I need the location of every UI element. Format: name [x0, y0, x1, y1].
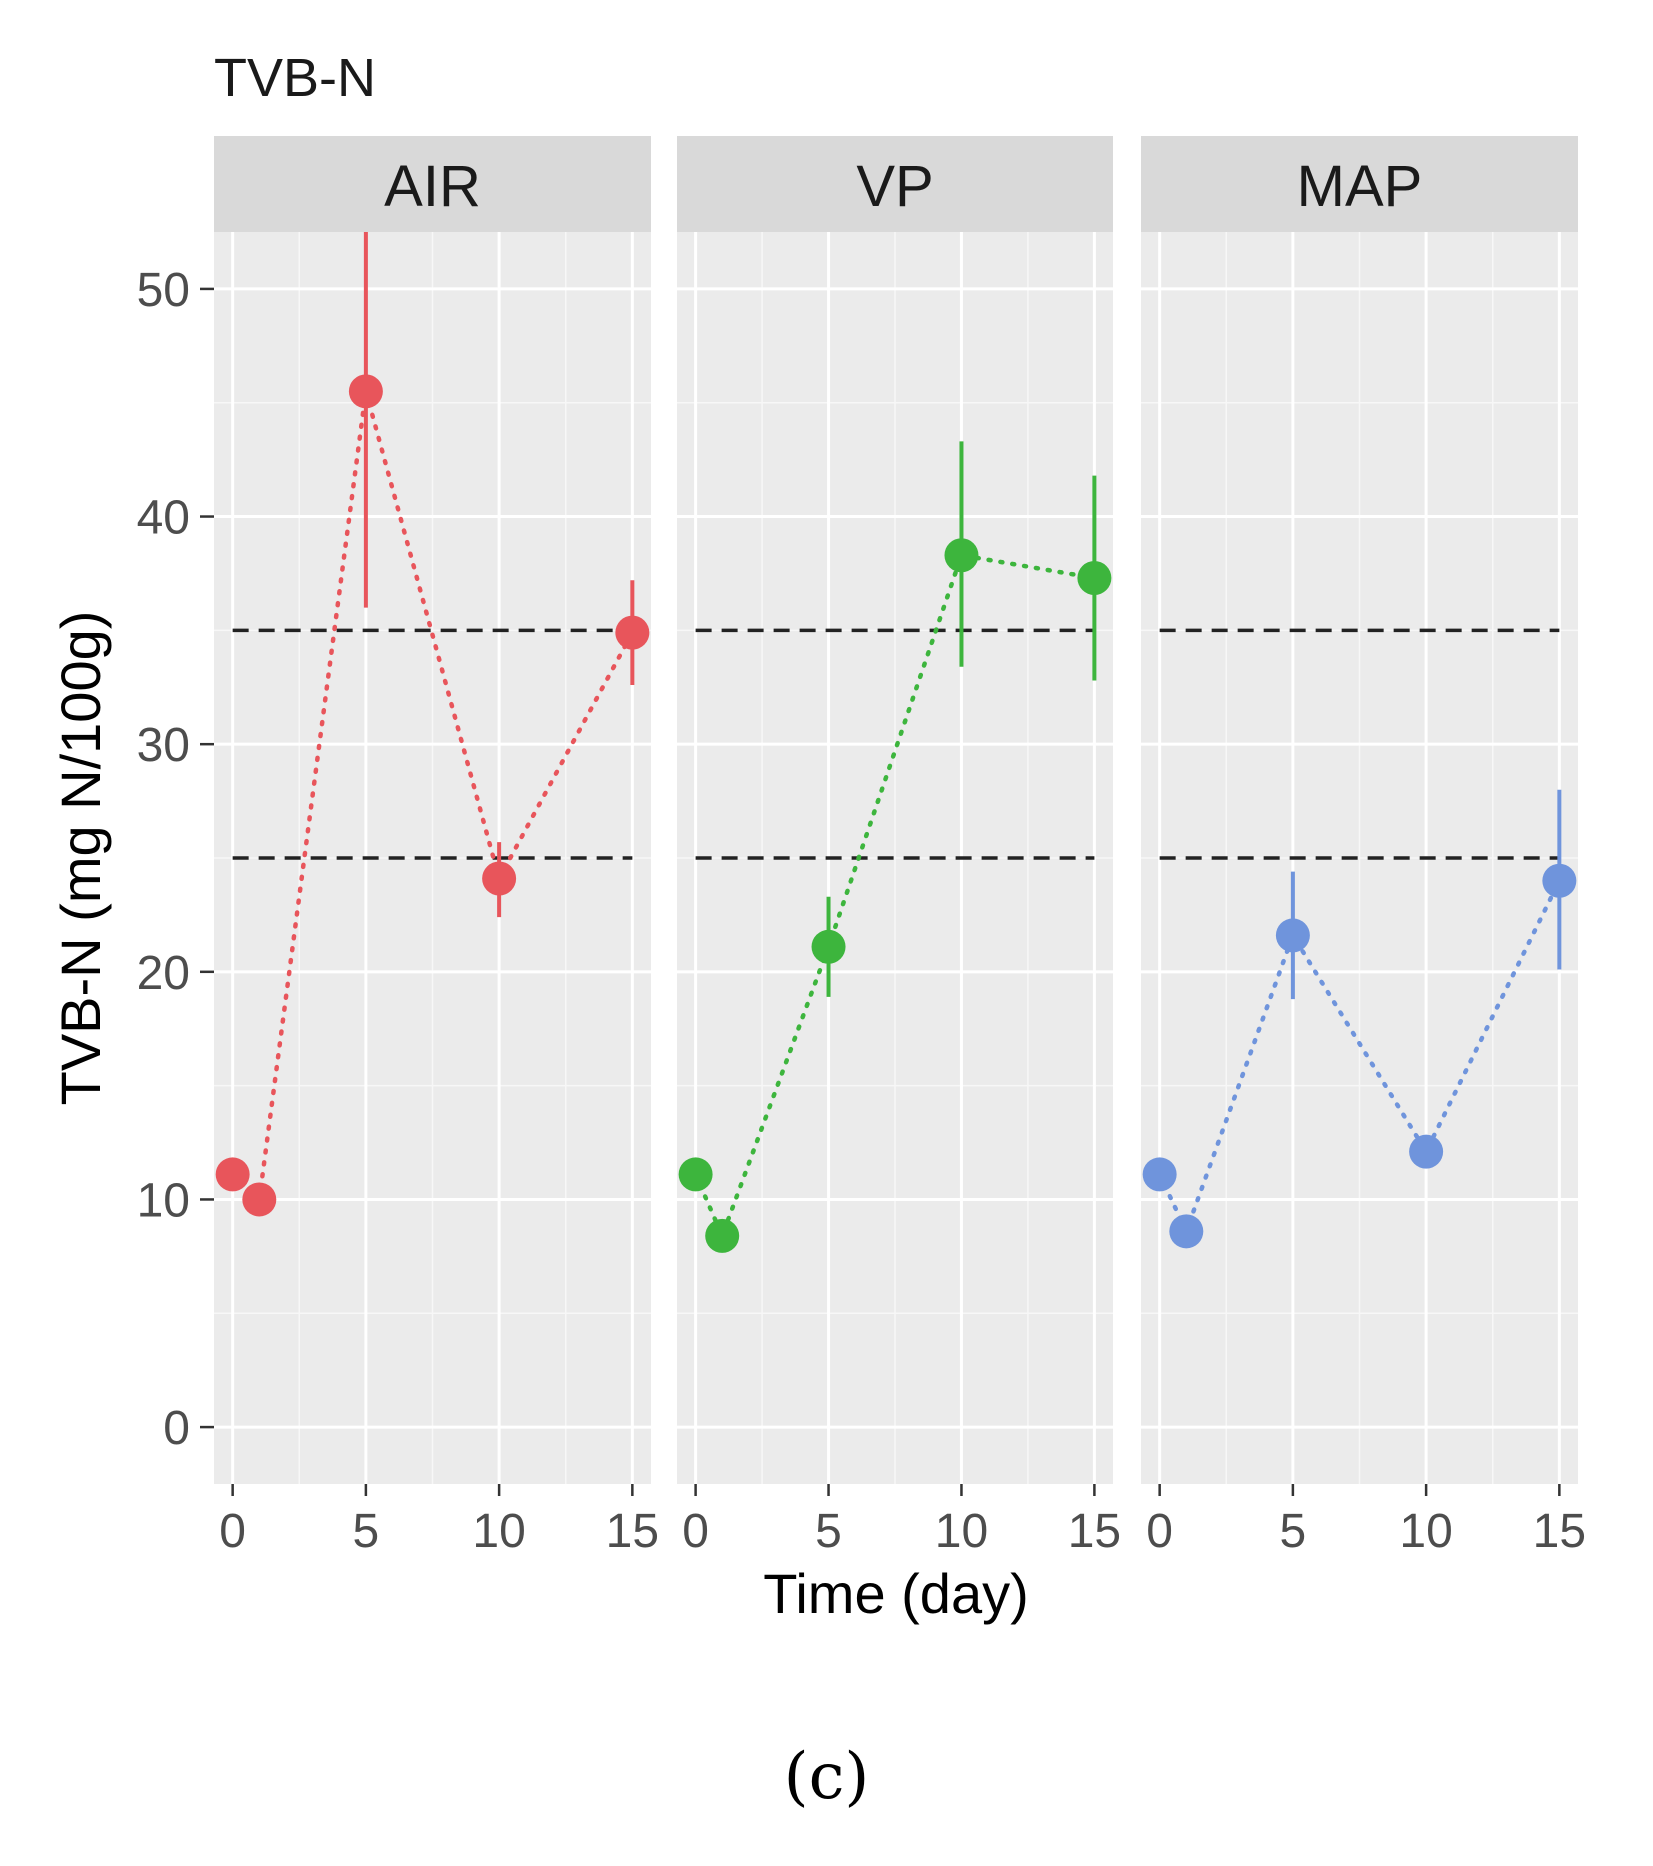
- figure-caption: (c): [783, 1740, 870, 1814]
- facet-strip-vp: [677, 136, 1113, 232]
- y-tick-label: 30: [137, 719, 190, 772]
- facet-label-air: AIR: [384, 154, 481, 219]
- x-tick-label: 10: [935, 1505, 988, 1558]
- data-point: [1275, 918, 1310, 953]
- facet-strip-map: [1141, 136, 1578, 232]
- x-tick-label: 10: [1399, 1505, 1452, 1558]
- y-tick-label: 50: [137, 264, 190, 317]
- x-tick-label: 0: [1146, 1505, 1173, 1558]
- data-point: [1077, 561, 1112, 596]
- x-tick-label: 0: [219, 1505, 246, 1558]
- data-point: [242, 1182, 277, 1217]
- x-tick-label: 15: [1533, 1505, 1586, 1558]
- x-tick-label: 5: [353, 1505, 380, 1558]
- data-point: [1409, 1134, 1444, 1169]
- chart-title: TVB-N: [214, 48, 376, 108]
- x-tick-label: 10: [472, 1505, 525, 1558]
- data-point: [1169, 1214, 1204, 1249]
- y-tick-label: 10: [137, 1174, 190, 1227]
- data-point: [215, 1157, 250, 1192]
- series-line-map: [1157, 878, 1562, 1238]
- data-point: [615, 615, 650, 650]
- x-tick-label: 5: [815, 1505, 842, 1558]
- data-point: [482, 861, 517, 896]
- y-axis-title: TVB-N (mg N/100g): [49, 611, 112, 1106]
- x-tick-label: 0: [682, 1505, 709, 1558]
- facet-label-vp: VP: [856, 154, 933, 219]
- y-tick-label: 0: [163, 1402, 190, 1455]
- y-tick-label: 40: [137, 492, 190, 545]
- x-axis-title: Time (day): [763, 1562, 1029, 1625]
- data-point: [705, 1218, 740, 1253]
- y-tick-label: 20: [137, 947, 190, 1000]
- data-point: [348, 374, 383, 409]
- facet-strip-air: [214, 136, 651, 232]
- data-point: [678, 1157, 713, 1192]
- data-point: [1142, 1157, 1177, 1192]
- data-point: [944, 538, 979, 573]
- data-point: [811, 929, 846, 964]
- data-point: [1542, 863, 1577, 898]
- x-tick-label: 15: [606, 1505, 659, 1558]
- facet-label-map: MAP: [1297, 154, 1423, 219]
- x-tick-label: 5: [1280, 1505, 1307, 1558]
- x-tick-label: 15: [1068, 1505, 1121, 1558]
